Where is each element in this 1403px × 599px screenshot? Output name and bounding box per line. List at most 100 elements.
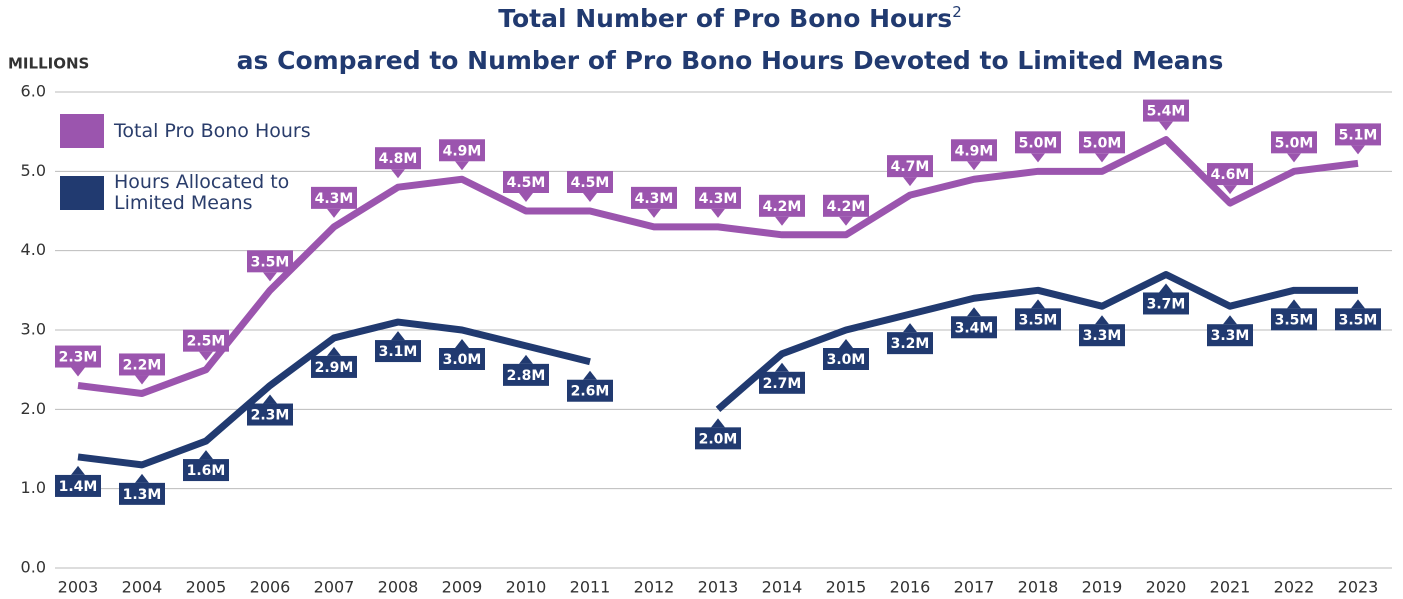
data-label: 4.3M (635, 191, 674, 207)
x-tick-label: 2008 (378, 578, 419, 597)
label-box (823, 348, 869, 370)
x-tick-label: 2023 (1338, 578, 1379, 597)
value-label: 3.0M (439, 339, 485, 370)
value-label: 2.6M (567, 370, 613, 402)
y-tick-label: 3.0 (21, 320, 46, 339)
label-box (439, 139, 485, 162)
value-label: 4.8M (375, 147, 421, 179)
data-label: 1.6M (187, 463, 226, 479)
label-box (311, 355, 357, 378)
data-label: 3.5M (1019, 312, 1058, 328)
label-box (695, 427, 741, 450)
label-box (1335, 123, 1381, 146)
label-box (1015, 131, 1061, 154)
data-label: 2.3M (59, 350, 98, 366)
x-tick-label: 2010 (506, 578, 547, 597)
label-pointer (455, 161, 469, 171)
x-tick-label: 2009 (442, 578, 483, 597)
x-tick-label: 2017 (954, 578, 995, 597)
label-pointer (1223, 185, 1237, 195)
label-box (1143, 99, 1189, 122)
data-label: 2.0M (699, 431, 738, 447)
value-label: 2.0M (695, 418, 741, 450)
y-tick-label: 4.0 (21, 240, 46, 259)
label-box (567, 379, 613, 402)
label-box (631, 186, 677, 209)
data-label: 3.7M (1147, 296, 1186, 312)
x-tick-label: 2022 (1274, 578, 1315, 597)
data-label: 3.5M (1275, 312, 1314, 328)
legend-label: Hours Allocated to Limited Means (114, 171, 290, 214)
data-label: 3.5M (1339, 312, 1378, 328)
label-box (1271, 308, 1317, 331)
value-label: 3.5M (1015, 299, 1061, 331)
label-pointer (1031, 153, 1045, 163)
value-label: 4.9M (439, 139, 485, 171)
y-tick-label: 6.0 (21, 82, 46, 101)
x-tick-label: 2004 (122, 578, 163, 597)
data-label: 4.3M (315, 191, 354, 207)
label-box (759, 371, 805, 394)
label-pointer (583, 193, 597, 202)
label-pointer (519, 354, 533, 364)
value-label: 5.0M (1271, 131, 1317, 163)
label-pointer (1159, 121, 1173, 131)
data-label: 3.2M (891, 336, 930, 352)
data-label: 4.3M (699, 191, 738, 207)
legend-swatch (60, 114, 104, 148)
data-label: 4.6M (1211, 167, 1250, 183)
label-box (247, 250, 293, 273)
data-label: 3.5M (251, 254, 290, 270)
value-label: 3.5M (247, 250, 293, 282)
label-pointer (839, 339, 853, 348)
value-label: 1.6M (183, 450, 229, 482)
data-label: 1.4M (59, 479, 98, 495)
data-label: 2.8M (507, 368, 546, 384)
label-pointer (1223, 315, 1237, 325)
value-label: 3.1M (375, 331, 421, 363)
title-superscript: 2 (952, 3, 962, 21)
x-tick-label: 2006 (250, 578, 291, 597)
legend-swatch (60, 176, 104, 210)
value-label: 4.6M (1207, 163, 1253, 195)
x-tick-label: 2018 (1018, 578, 1059, 597)
value-label: 2.2M (119, 353, 165, 385)
data-label: 2.7M (763, 376, 802, 392)
legend-item: Total Pro Bono Hours (60, 114, 314, 148)
data-label: 2.2M (123, 357, 162, 373)
data-label: 3.0M (827, 352, 866, 368)
value-label: 4.3M (631, 186, 677, 218)
label-box (503, 171, 549, 193)
label-pointer (775, 216, 789, 226)
label-pointer (135, 473, 149, 483)
y-tick-label: 2.0 (21, 399, 46, 418)
label-pointer (839, 216, 853, 226)
label-box (55, 474, 101, 497)
data-label: 3.0M (443, 352, 482, 368)
x-tick-label: 2003 (58, 578, 99, 597)
label-box (1207, 163, 1253, 186)
label-pointer (519, 193, 533, 202)
label-pointer (71, 367, 85, 377)
label-pointer (327, 208, 341, 218)
legend: Total Pro Bono Hours Hours Allocated to L… (60, 114, 314, 238)
chart-title-line: Total Number of Pro Bono Hours2 (498, 3, 962, 34)
label-pointer (1031, 299, 1045, 309)
label-box (951, 139, 997, 162)
x-tick-label: 2007 (314, 578, 355, 597)
label-box (1335, 308, 1381, 331)
label-pointer (583, 370, 597, 380)
label-pointer (135, 375, 149, 385)
x-tick-label: 2020 (1146, 578, 1187, 597)
label-pointer (391, 169, 405, 179)
label-box (695, 186, 741, 209)
label-pointer (711, 418, 725, 428)
label-box (1271, 131, 1317, 154)
label-pointer (903, 177, 917, 187)
label-box (375, 147, 421, 170)
data-label: 5.0M (1275, 135, 1314, 151)
data-label: 5.0M (1019, 135, 1058, 151)
label-pointer (711, 208, 725, 218)
x-tick-label: 2019 (1082, 578, 1123, 597)
data-label: 4.5M (507, 175, 546, 191)
